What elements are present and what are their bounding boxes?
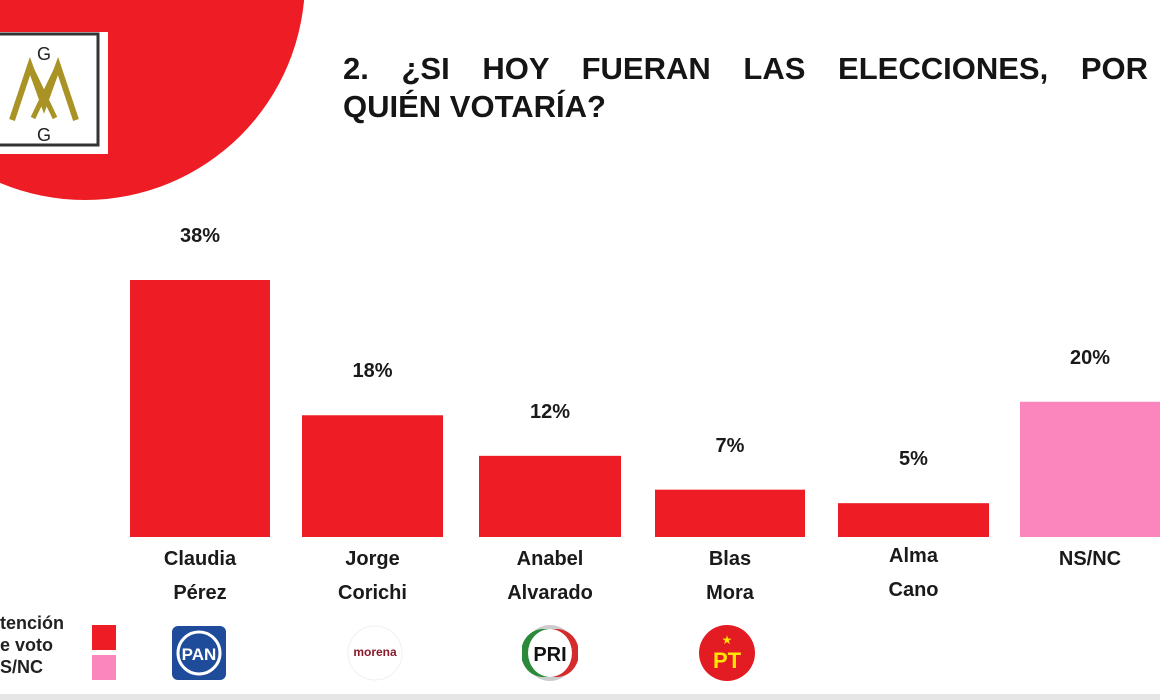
data-label: 38% [179, 225, 221, 247]
category-label-line: Alvarado [507, 582, 593, 604]
title-line-2: QUIÉN VOTARÍA? [343, 89, 606, 124]
category-label-line: Pérez [173, 582, 227, 604]
bottom-border [0, 694, 1160, 700]
data-label: 20% [1069, 346, 1111, 369]
chart-title: 2. ¿SI HOY FUERAN LAS ELECCIONES, POR QU… [343, 50, 1148, 126]
morena-logo-icon: morena [347, 625, 403, 681]
data-label: 7% [715, 434, 745, 457]
legend-label-intencion: tención e voto [0, 612, 64, 656]
category-label: Anabel Alvarado [507, 542, 593, 610]
pan-logo-icon: PAN [172, 626, 226, 680]
category-label-line: Blas [708, 548, 752, 570]
legend-line: tención [0, 613, 65, 633]
category-label: Blas Mora [706, 542, 754, 610]
svg-text:G: G [37, 125, 51, 145]
category-label-line: Anabel [516, 548, 584, 570]
bar-5 [1020, 401, 1160, 537]
svg-text:PT: PT [713, 648, 742, 673]
logo-frame [0, 32, 100, 147]
legend-line: e voto [0, 635, 54, 655]
svg-text:★: ★ [722, 633, 733, 647]
svg-text:PRI: PRI [533, 644, 566, 666]
category-label: Jorge Corichi [338, 542, 407, 610]
category-label-line: Corichi [338, 582, 407, 604]
svg-text:PAN: PAN [182, 645, 217, 664]
bar-4 [838, 503, 989, 537]
svg-text:morena: morena [353, 645, 397, 659]
data-label: 18% [352, 360, 393, 383]
pt-logo-icon: ★ PT [699, 625, 755, 681]
legend-label-nsnc: S/NC [0, 657, 44, 677]
category-label-line: Alma [889, 545, 938, 567]
data-label: 5% [899, 448, 928, 471]
bar-0 [130, 280, 270, 537]
category-label-line: Claudia [163, 548, 237, 570]
category-label: Alma Cano [889, 539, 939, 607]
category-label: NS/NC [1059, 542, 1121, 576]
title-line-1: 2. ¿SI HOY FUERAN LAS ELECCIONES, POR [343, 51, 1148, 86]
category-label-line: Jorge [345, 548, 400, 570]
category-label: Claudia Pérez [164, 542, 236, 610]
pri-logo-icon: PRI [522, 625, 578, 681]
svg-text:G: G [37, 44, 51, 64]
data-label: 12% [529, 400, 571, 423]
category-label-line: Cano [888, 579, 939, 601]
gmg-logo-icon: G G [9, 44, 79, 145]
legend-swatch-nsnc [92, 655, 116, 680]
bar-2 [479, 455, 621, 537]
legend-swatch-intencion [92, 625, 116, 650]
bar-3 [655, 489, 805, 537]
bar-1 [302, 415, 443, 537]
category-label-line: Mora [706, 582, 754, 604]
category-label-line: NS/NC [1058, 548, 1122, 570]
